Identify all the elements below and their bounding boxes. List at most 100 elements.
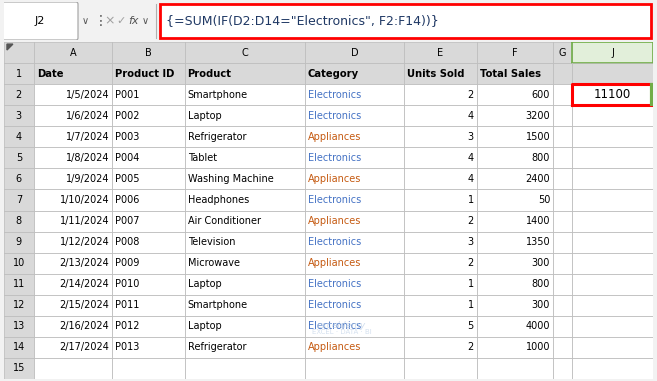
Text: 800: 800	[532, 153, 550, 163]
Text: Headphones: Headphones	[187, 195, 249, 205]
Bar	[405, 126, 477, 147]
Text: A: A	[70, 48, 76, 58]
Bar	[405, 316, 477, 337]
Text: Product: Product	[187, 69, 231, 78]
Text: P013: P013	[116, 343, 140, 352]
Bar	[477, 295, 553, 316]
Bar	[4, 358, 34, 379]
Text: Television: Television	[187, 237, 235, 247]
Bar	[572, 253, 653, 274]
Text: Units Sold: Units Sold	[407, 69, 465, 78]
Text: 1000: 1000	[526, 343, 550, 352]
Bar	[553, 232, 572, 253]
Text: P001: P001	[116, 90, 140, 100]
FancyBboxPatch shape	[160, 4, 651, 38]
Text: P008: P008	[116, 237, 140, 247]
Text: B: B	[145, 48, 152, 58]
Text: Laptop: Laptop	[187, 279, 221, 289]
Text: 5: 5	[16, 153, 22, 163]
Bar	[34, 274, 112, 295]
Text: Appliances: Appliances	[307, 216, 361, 226]
Bar	[34, 316, 112, 337]
Bar	[185, 189, 305, 210]
Text: G: G	[559, 48, 566, 58]
Bar	[305, 274, 405, 295]
Bar	[112, 168, 185, 189]
Bar	[405, 84, 477, 105]
Bar	[34, 189, 112, 210]
Text: 1: 1	[468, 195, 474, 205]
Text: C: C	[241, 48, 248, 58]
Text: ×: ×	[104, 14, 114, 27]
Text: ∨: ∨	[142, 16, 149, 26]
Text: 6: 6	[16, 174, 22, 184]
Bar	[185, 274, 305, 295]
Text: 7: 7	[16, 195, 22, 205]
Bar	[405, 147, 477, 168]
Text: 3200: 3200	[526, 111, 550, 121]
Bar	[4, 126, 34, 147]
Bar	[112, 63, 185, 84]
Text: Smartphone: Smartphone	[187, 90, 248, 100]
Bar	[34, 210, 112, 232]
Text: 1: 1	[468, 300, 474, 310]
Bar	[553, 295, 572, 316]
Bar	[572, 210, 653, 232]
Bar	[553, 316, 572, 337]
Bar	[405, 42, 477, 63]
Bar	[477, 337, 553, 358]
Bar	[553, 337, 572, 358]
Bar	[4, 253, 34, 274]
Text: 2: 2	[467, 216, 474, 226]
Bar	[34, 232, 112, 253]
Bar	[112, 337, 185, 358]
Bar	[112, 147, 185, 168]
Bar	[185, 105, 305, 126]
Bar	[477, 232, 553, 253]
Bar	[4, 232, 34, 253]
Text: 4: 4	[468, 153, 474, 163]
Bar	[572, 337, 653, 358]
Bar	[34, 253, 112, 274]
Bar	[185, 42, 305, 63]
Text: 600: 600	[532, 90, 550, 100]
Text: EXCEL · DATA · BI: EXCEL · DATA · BI	[311, 328, 371, 335]
Text: 3: 3	[16, 111, 22, 121]
Text: 1/12/2024: 1/12/2024	[60, 237, 109, 247]
Text: 1350: 1350	[526, 237, 550, 247]
Text: 5: 5	[467, 321, 474, 331]
Bar	[572, 63, 653, 84]
Bar	[112, 358, 185, 379]
Bar	[34, 379, 112, 381]
Text: Appliances: Appliances	[307, 132, 361, 142]
Bar	[305, 253, 405, 274]
Bar	[405, 232, 477, 253]
Bar	[477, 274, 553, 295]
Bar	[572, 295, 653, 316]
Text: 11100: 11100	[594, 88, 631, 101]
Bar	[185, 84, 305, 105]
Bar	[185, 63, 305, 84]
Bar	[553, 42, 572, 63]
Bar	[34, 295, 112, 316]
Bar	[4, 63, 34, 84]
Bar	[112, 105, 185, 126]
Text: 13: 13	[12, 321, 25, 331]
Bar	[185, 316, 305, 337]
Text: 1/8/2024: 1/8/2024	[66, 153, 109, 163]
Text: Electronics: Electronics	[307, 153, 361, 163]
Text: Appliances: Appliances	[307, 174, 361, 184]
Bar	[477, 126, 553, 147]
Text: 1500: 1500	[526, 132, 550, 142]
Bar	[553, 105, 572, 126]
Text: P003: P003	[116, 132, 140, 142]
Bar	[4, 147, 34, 168]
Bar	[572, 147, 653, 168]
Text: ✓: ✓	[116, 16, 125, 26]
Bar	[405, 337, 477, 358]
Bar	[305, 337, 405, 358]
Bar	[185, 147, 305, 168]
Bar	[477, 42, 553, 63]
Text: ⋮: ⋮	[94, 14, 108, 28]
Bar	[4, 274, 34, 295]
